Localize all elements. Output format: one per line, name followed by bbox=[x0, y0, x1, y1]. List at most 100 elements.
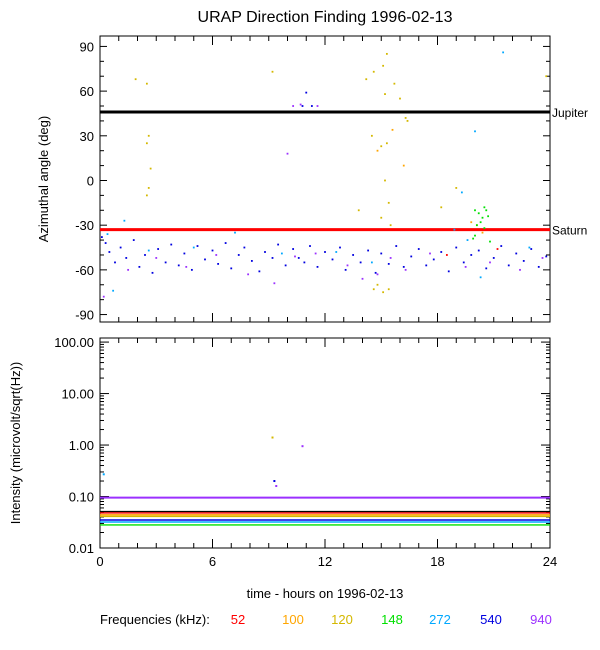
azimuth-point bbox=[470, 221, 473, 224]
intensity-marker bbox=[271, 436, 274, 439]
legend-title: Frequencies (kHz): bbox=[100, 612, 210, 627]
azimuth-point bbox=[224, 242, 227, 244]
azimuth-axis-ticks: 90 60 30 0 -30 -60 -90 bbox=[75, 36, 551, 323]
x-tick-label: 18 bbox=[430, 554, 444, 569]
azimuth-point bbox=[147, 134, 150, 137]
azimuth-point bbox=[357, 209, 360, 212]
azimuth-point bbox=[485, 209, 488, 212]
azimuth-point bbox=[144, 254, 146, 256]
azimuth-point bbox=[404, 117, 407, 119]
azimuth-point bbox=[149, 167, 152, 170]
azimuth-point bbox=[380, 216, 383, 219]
azimuth-point bbox=[151, 271, 154, 274]
azimuth-point bbox=[170, 243, 173, 246]
intensity-marker bbox=[102, 473, 105, 476]
azimuth-point bbox=[485, 267, 488, 270]
x-tick-label: 12 bbox=[318, 554, 332, 569]
intensity-y-tick-label: 1.00 bbox=[69, 438, 94, 453]
azimuth-point bbox=[177, 264, 180, 267]
azimuth-point bbox=[417, 248, 420, 250]
azimuth-point bbox=[410, 255, 413, 258]
legend-frequency-272: 272 bbox=[429, 612, 451, 627]
intensity-y-tick-label: 100.00 bbox=[54, 335, 94, 350]
azimuth-point bbox=[190, 268, 193, 271]
azimuth-point bbox=[496, 248, 499, 250]
azimuth-point bbox=[104, 242, 107, 244]
azimuth-y-axis-label: Azimuthal angle (deg) bbox=[36, 116, 51, 242]
azimuth-point bbox=[391, 128, 394, 131]
azimuth-point bbox=[106, 233, 109, 236]
azimuth-point bbox=[145, 82, 148, 85]
azimuth-point bbox=[404, 268, 407, 271]
azimuth-point bbox=[234, 231, 236, 234]
azimuth-point bbox=[519, 268, 521, 271]
azimuth-point bbox=[402, 265, 405, 268]
legend-frequency-120: 120 bbox=[331, 612, 353, 627]
intensity-marker bbox=[273, 480, 276, 483]
azimuth-point bbox=[294, 255, 296, 258]
azimuth-point bbox=[280, 252, 283, 255]
azimuth-point bbox=[522, 260, 525, 262]
azimuth-y-tick-label: -30 bbox=[75, 218, 94, 233]
azimuth-y-tick-label: 60 bbox=[80, 84, 94, 99]
azimuth-point bbox=[114, 261, 116, 264]
intensity-panel: 100.00 10.00 1.00 0.10 0.010 6 12 18 24 Intensit… bbox=[8, 335, 557, 569]
azimuth-point bbox=[331, 258, 334, 261]
azimuth-point bbox=[528, 246, 531, 249]
azimuth-point bbox=[489, 240, 491, 243]
azimuth-point bbox=[215, 254, 218, 256]
azimuth-point bbox=[474, 130, 476, 133]
azimuth-point bbox=[314, 252, 317, 255]
azimuth-point bbox=[455, 246, 458, 249]
azimuth-point bbox=[447, 270, 450, 273]
azimuth-point bbox=[460, 191, 463, 194]
azimuth-point bbox=[247, 273, 250, 276]
azimuth-point bbox=[389, 224, 392, 227]
legend-frequency-148: 148 bbox=[381, 612, 403, 627]
x-tick-label: 0 bbox=[96, 554, 103, 569]
azimuth-panel: 90 60 30 0 -30 -60 -90 Jupiter Saturn Azimuthal… bbox=[36, 35, 588, 323]
azimuth-point bbox=[382, 64, 385, 67]
intensity-marker bbox=[275, 485, 278, 488]
azimuth-point bbox=[376, 273, 379, 276]
azimuth-point bbox=[367, 249, 370, 252]
azimuth-point bbox=[481, 231, 484, 234]
azimuth-point bbox=[384, 179, 386, 182]
azimuth-point bbox=[123, 219, 126, 222]
azimuth-point bbox=[372, 70, 375, 73]
azimuth-point bbox=[483, 227, 486, 230]
azimuth-point bbox=[464, 265, 467, 268]
azimuth-point bbox=[537, 265, 540, 268]
azimuth-point bbox=[147, 187, 150, 189]
azimuth-point bbox=[475, 224, 478, 227]
legend-frequency-52: 52 bbox=[231, 612, 245, 627]
azimuth-point bbox=[445, 254, 448, 256]
azimuth-point bbox=[196, 245, 199, 247]
azimuth-point bbox=[286, 152, 289, 155]
azimuth-point bbox=[147, 249, 150, 252]
intensity-lines bbox=[100, 436, 550, 526]
azimuth-point bbox=[541, 257, 544, 259]
azimuth-point bbox=[387, 201, 390, 204]
azimuth-point bbox=[301, 105, 304, 107]
azimuth-point bbox=[429, 252, 431, 255]
azimuth-point bbox=[389, 257, 392, 259]
azimuth-point bbox=[440, 251, 443, 253]
azimuth-point bbox=[477, 249, 480, 252]
azimuth-point bbox=[264, 251, 266, 253]
intensity-axis-ticks: 100.00 10.00 1.00 0.10 0.010 6 12 18 24 bbox=[54, 335, 557, 569]
azimuth-y-tick-label: 90 bbox=[80, 39, 94, 54]
azimuth-point bbox=[483, 206, 486, 209]
azimuth-point bbox=[481, 216, 484, 219]
azimuth-point bbox=[324, 251, 326, 253]
azimuth-point bbox=[132, 239, 135, 241]
azimuth-point bbox=[192, 246, 195, 249]
azimuth-point bbox=[515, 252, 518, 255]
azimuth-point bbox=[466, 239, 469, 241]
azimuth-point bbox=[344, 268, 347, 271]
azimuth-point bbox=[545, 255, 548, 258]
azimuth-point bbox=[164, 261, 167, 264]
azimuth-point bbox=[271, 257, 274, 259]
intensity-y-tick-label: 0.10 bbox=[69, 490, 94, 505]
azimuth-point bbox=[477, 212, 480, 215]
